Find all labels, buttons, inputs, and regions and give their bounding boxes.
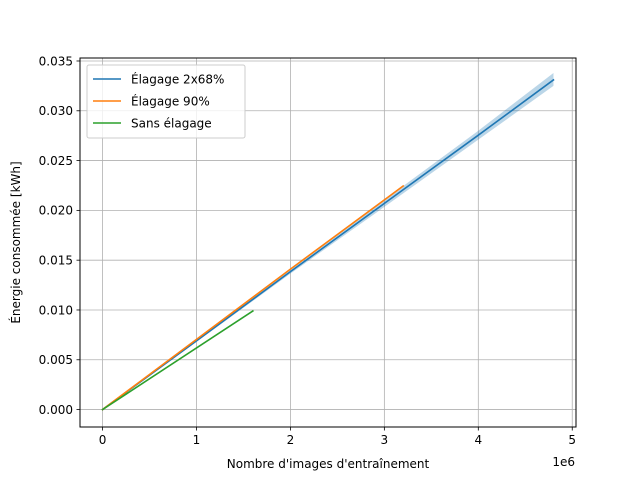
series-line-sans-elagage (101, 309, 254, 411)
x-axis-label: Nombre d'images d'entraînement (227, 457, 430, 471)
series-layer (101, 78, 555, 411)
legend-label-elagage-2x68: Élagage 2x68% (131, 71, 224, 86)
y-tick-label: 0.030 (39, 104, 73, 118)
y-tick-label: 0.000 (39, 403, 73, 417)
legend-box (86, 64, 246, 139)
plot-frame (79, 57, 577, 428)
x-offset-label: 1e6 (552, 455, 575, 469)
legend: Élagage 2x68% Élagage 90% Sans élagage (86, 64, 246, 139)
x-tick-label: 4 (474, 433, 482, 447)
series-line-elagage-90 (101, 184, 405, 411)
y-tick-label: 0.035 (39, 54, 73, 68)
y-tick-label: 0.015 (39, 253, 73, 267)
x-tick-label: 0 (99, 433, 107, 447)
grid-layer (80, 58, 576, 427)
tick-layer: 0 1 2 3 4 5 0.000 0.005 0.010 0.015 0.020 0.025 0.03… (39, 54, 576, 447)
x-tick-label: 5 (568, 433, 576, 447)
series-line-elagage-2x68 (101, 78, 555, 411)
y-tick-label: 0.025 (39, 154, 73, 168)
legend-label-sans-elagage: Sans élagage (131, 116, 212, 130)
x-tick-label: 1 (193, 433, 201, 447)
x-tick-label: 2 (287, 433, 295, 447)
y-tick-label: 0.005 (39, 353, 73, 367)
x-tick-label: 3 (381, 433, 389, 447)
y-tick-label: 0.020 (39, 204, 73, 218)
legend-label-elagage-90: Élagage 90% (131, 93, 210, 108)
y-tick-label: 0.010 (39, 303, 73, 317)
y-axis-label: Énergie consommée [kWh] (8, 161, 23, 323)
